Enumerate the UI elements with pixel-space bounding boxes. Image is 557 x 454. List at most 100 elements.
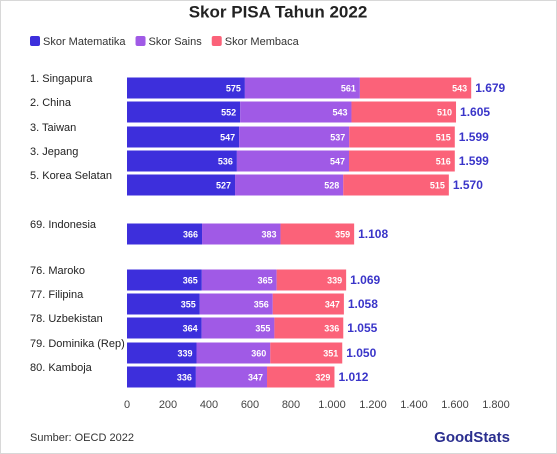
x-tick-label: 800 xyxy=(282,399,300,411)
value-label: 355 xyxy=(181,299,196,309)
legend-swatch xyxy=(211,36,222,46)
bar-segment xyxy=(127,223,203,245)
total-label: 1.605 xyxy=(460,105,490,119)
bar-segment xyxy=(127,366,196,388)
chart-title: Skor PISA Tahun 2022 xyxy=(189,2,368,21)
value-label: 552 xyxy=(221,107,236,117)
category-label: 69. Indonesia xyxy=(30,219,97,231)
bar-segment xyxy=(196,342,271,364)
bar-segment xyxy=(127,77,245,99)
bar-segment xyxy=(274,317,344,339)
bar-segment xyxy=(195,366,268,388)
legend-label: Skor Sains xyxy=(149,36,203,48)
x-tick-label: 0 xyxy=(124,399,130,411)
x-tick-label: 1.800 xyxy=(482,399,510,411)
value-label: 527 xyxy=(216,180,231,190)
x-tick-label: 1.400 xyxy=(400,399,428,411)
value-label: 347 xyxy=(248,372,263,382)
bar-segment xyxy=(127,150,237,172)
value-label: 561 xyxy=(341,83,356,93)
bar-segment xyxy=(267,366,335,388)
value-label: 355 xyxy=(255,323,270,333)
total-label: 1.055 xyxy=(347,321,377,335)
bar-segment xyxy=(201,317,275,339)
x-tick-label: 400 xyxy=(200,399,218,411)
value-label: 360 xyxy=(251,348,266,358)
bar-segment xyxy=(280,223,355,245)
value-label: 515 xyxy=(430,180,445,190)
brand: GoodStats xyxy=(434,429,510,446)
bar-segment xyxy=(201,269,277,291)
legend-label: Skor Matematika xyxy=(43,36,126,48)
legend-label: Skor Membaca xyxy=(225,36,300,48)
bar-segment xyxy=(349,150,455,172)
value-label: 366 xyxy=(183,229,198,239)
value-label: 543 xyxy=(452,83,467,93)
bar-segment xyxy=(199,293,273,315)
total-label: 1.679 xyxy=(475,81,505,95)
value-label: 336 xyxy=(324,323,339,333)
category-label: 76. Maroko xyxy=(30,265,85,277)
bar-segment xyxy=(127,293,200,315)
bar-segment xyxy=(240,101,352,123)
bar-segment xyxy=(244,77,360,99)
value-label: 365 xyxy=(258,275,273,285)
total-label: 1.108 xyxy=(358,227,388,241)
bar-segment xyxy=(127,174,236,196)
total-label: 1.599 xyxy=(459,154,489,168)
total-label: 1.599 xyxy=(459,130,489,144)
value-label: 359 xyxy=(335,229,350,239)
value-label: 536 xyxy=(218,156,233,166)
total-label: 1.058 xyxy=(348,297,378,311)
value-label: 516 xyxy=(436,156,451,166)
source: Sumber: OECD 2022 xyxy=(30,432,134,444)
total-label: 1.570 xyxy=(453,178,483,192)
value-label: 575 xyxy=(226,83,241,93)
category-label: 77. Filipina xyxy=(30,289,84,301)
category-label: 5. Korea Selatan xyxy=(30,170,112,182)
bar-segment xyxy=(127,269,202,291)
total-label: 1.050 xyxy=(346,346,376,360)
value-label: 364 xyxy=(183,323,198,333)
value-label: 339 xyxy=(327,275,342,285)
category-label: 2. China xyxy=(30,97,72,109)
value-label: 329 xyxy=(315,372,330,382)
category-label: 3. Jepang xyxy=(30,146,78,158)
value-label: 537 xyxy=(330,132,345,142)
value-label: 336 xyxy=(177,372,192,382)
bar-segment xyxy=(127,126,240,148)
value-label: 347 xyxy=(325,299,340,309)
bar-segment xyxy=(127,342,197,364)
value-label: 510 xyxy=(437,107,452,117)
category-label: 1. Singapura xyxy=(30,73,93,85)
value-label: 339 xyxy=(177,348,192,358)
bar-segment xyxy=(236,150,350,172)
x-tick-label: 1.600 xyxy=(441,399,469,411)
bar-segment xyxy=(202,223,281,245)
x-tick-label: 1.200 xyxy=(359,399,387,411)
bar-segment xyxy=(239,126,350,148)
value-label: 383 xyxy=(262,229,277,239)
total-label: 1.012 xyxy=(338,370,368,384)
bar-segment xyxy=(343,174,449,196)
category-label: 78. Uzbekistan xyxy=(30,313,103,325)
value-label: 543 xyxy=(332,107,347,117)
bar-segment xyxy=(359,77,472,99)
category-label: 80. Kamboja xyxy=(30,362,93,374)
x-tick-label: 600 xyxy=(241,399,259,411)
value-label: 528 xyxy=(324,180,339,190)
bar-segment xyxy=(349,126,455,148)
value-label: 356 xyxy=(254,299,269,309)
bar-segment xyxy=(127,317,202,339)
x-tick-label: 1.000 xyxy=(318,399,346,411)
legend-swatch xyxy=(30,36,40,46)
category-label: 79. Dominika (Rep) xyxy=(30,338,125,350)
value-label: 351 xyxy=(323,348,338,358)
value-label: 547 xyxy=(330,156,345,166)
category-label: 3. Taiwan xyxy=(30,122,76,134)
bar-segment xyxy=(276,269,347,291)
value-label: 515 xyxy=(436,132,451,142)
bar-segment xyxy=(127,101,241,123)
legend-swatch xyxy=(135,36,146,46)
